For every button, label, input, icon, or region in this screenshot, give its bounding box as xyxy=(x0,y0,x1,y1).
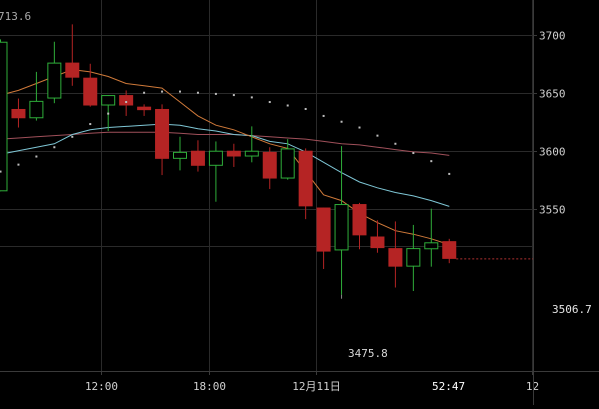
candle xyxy=(209,141,222,201)
crosshair-time-label: 52:47 xyxy=(432,380,465,393)
sar-dot xyxy=(89,123,91,125)
candle-body-down xyxy=(137,107,151,110)
sar-dot xyxy=(215,93,217,95)
candle xyxy=(407,225,420,291)
grid-lines xyxy=(0,0,533,371)
candle xyxy=(335,146,348,295)
candle-body-up xyxy=(48,63,61,98)
candle xyxy=(227,144,241,167)
candle xyxy=(30,72,43,121)
candle xyxy=(83,64,97,107)
sar-dot xyxy=(71,136,73,138)
sar-dot xyxy=(17,164,19,166)
sar-dot xyxy=(394,143,396,145)
sar-dot xyxy=(341,121,343,123)
candle-body-up xyxy=(245,151,258,156)
sar-dot xyxy=(0,171,2,173)
sar-dot xyxy=(269,101,271,103)
sar-dot xyxy=(35,156,37,158)
candle-body-up xyxy=(407,249,420,267)
candle-body-down xyxy=(11,109,25,118)
sar-dot xyxy=(359,127,361,129)
x-tick-label: 18:00 xyxy=(193,380,226,393)
min-price-label: 3475.8 xyxy=(348,347,388,360)
candle xyxy=(174,137,187,171)
y-tick-label: 3650 xyxy=(539,88,566,101)
candle xyxy=(65,24,79,85)
candle-body-down xyxy=(299,151,313,207)
sar-dot xyxy=(287,105,289,107)
candle xyxy=(0,39,7,191)
sar-dot xyxy=(143,92,145,94)
candle-body-up xyxy=(0,42,7,191)
candle-body-down xyxy=(65,63,79,78)
sar-dot xyxy=(376,135,378,137)
candle-body-down xyxy=(191,151,205,166)
sar-dot xyxy=(125,101,127,103)
moving-average-lines xyxy=(1,70,450,245)
candle xyxy=(48,42,61,103)
sar-dot xyxy=(430,160,432,162)
candle xyxy=(281,139,294,180)
sar-dot xyxy=(323,115,325,117)
candle xyxy=(317,208,331,269)
candle xyxy=(137,104,151,116)
y-tick-label: 3600 xyxy=(539,146,566,159)
sar-dot xyxy=(179,91,181,93)
candle-body-down xyxy=(388,248,402,267)
candle-body-up xyxy=(174,152,187,158)
candle xyxy=(119,90,133,116)
candle-body-down xyxy=(83,78,97,106)
ma-mid-line xyxy=(1,124,450,206)
x-tick-label: 12:00 xyxy=(85,380,118,393)
x-tick-label: 12 xyxy=(526,380,539,393)
candle-body-up xyxy=(425,243,438,249)
candle-body-down xyxy=(119,95,133,105)
candle-body-down xyxy=(155,109,169,159)
candle xyxy=(299,148,313,219)
candle-body-up xyxy=(102,96,115,105)
candle-body-down xyxy=(353,204,367,235)
x-tick-label: 12月11日 xyxy=(292,380,341,393)
ma-fast-line xyxy=(1,70,450,245)
candle-body-down xyxy=(263,152,277,179)
candle xyxy=(191,140,205,171)
sar-dot xyxy=(161,91,163,93)
y-tick-label: 3700 xyxy=(539,30,566,43)
candles xyxy=(0,24,456,294)
candle-body-down xyxy=(442,241,456,259)
top-left-value-label: 713.6 xyxy=(0,10,31,23)
candle-body-down xyxy=(370,237,384,249)
candle xyxy=(353,203,367,249)
sar-dot xyxy=(448,173,450,175)
candle-body-up xyxy=(30,101,43,117)
candle-body-down xyxy=(227,151,241,157)
candle xyxy=(442,239,456,263)
sar-dot xyxy=(305,108,307,110)
sar-dot xyxy=(251,96,253,98)
candle xyxy=(155,104,169,175)
y-tick-label: 3550 xyxy=(539,204,566,217)
sar-dot xyxy=(107,113,109,115)
sar-dot xyxy=(53,146,55,148)
candle-body-up xyxy=(335,205,348,250)
sar-dot xyxy=(233,94,235,96)
candle xyxy=(263,147,277,189)
candle-body-down xyxy=(317,208,331,252)
candle xyxy=(245,126,258,162)
sar-dot xyxy=(197,92,199,94)
candle-body-up xyxy=(281,149,294,178)
candle-body-up xyxy=(209,151,222,165)
candle xyxy=(11,99,25,128)
last-price-label: 3506.7 xyxy=(552,303,592,316)
sar-dot xyxy=(412,152,414,154)
